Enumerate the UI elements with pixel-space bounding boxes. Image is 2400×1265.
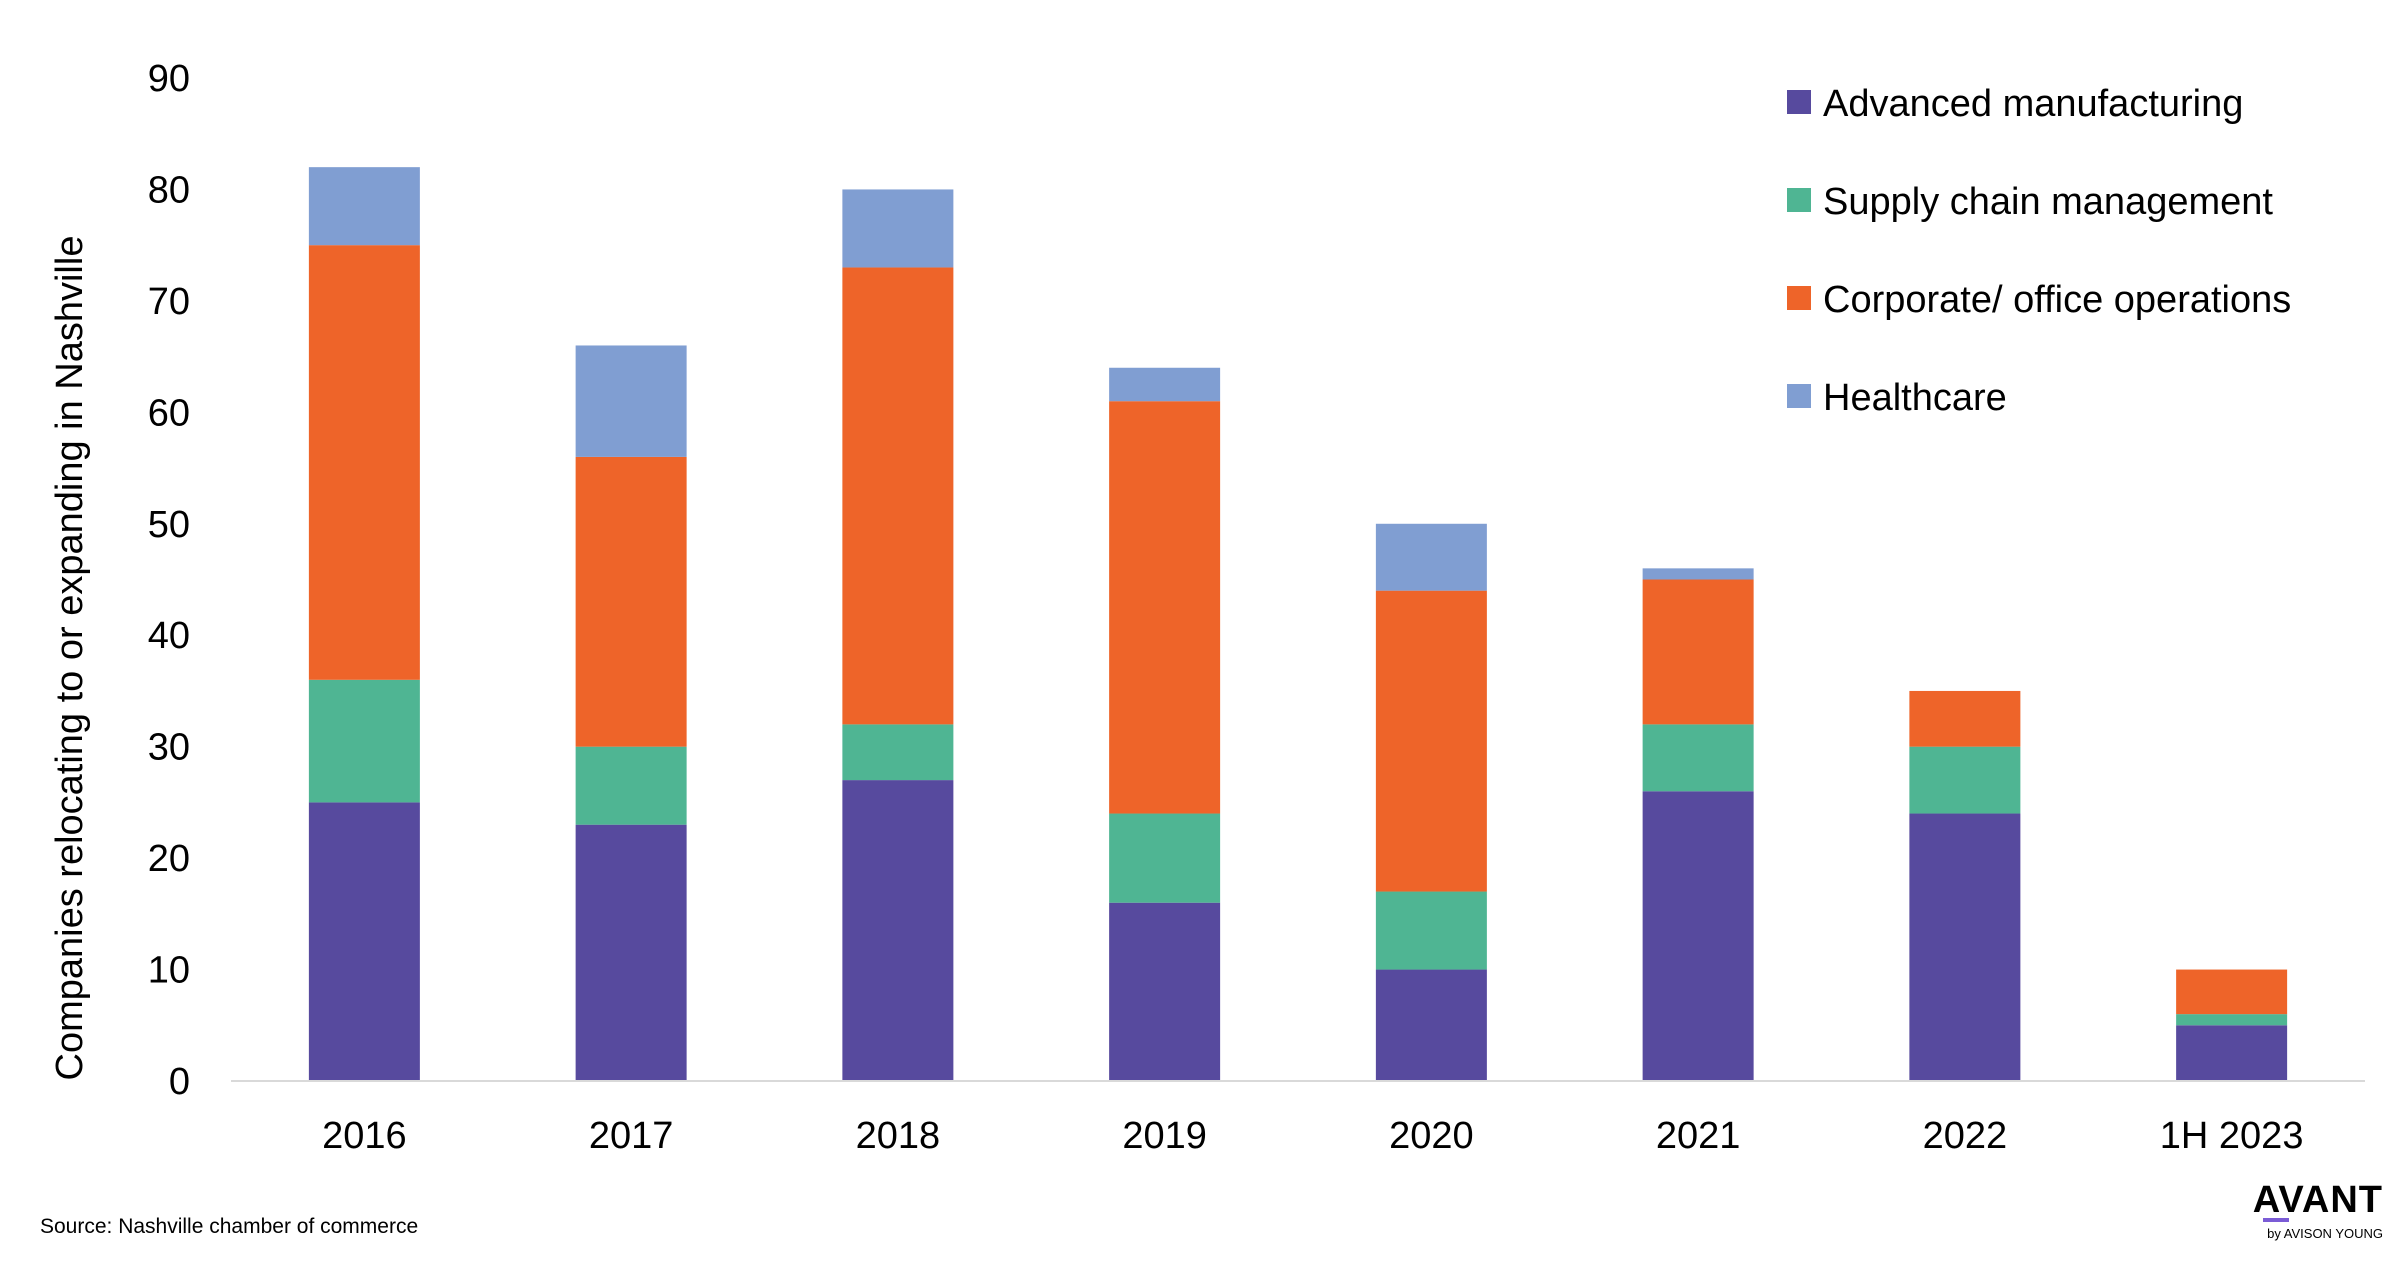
y-tick-label: 80 xyxy=(148,169,190,211)
plot-area xyxy=(308,167,2288,1081)
legend-swatch xyxy=(1787,188,1811,212)
x-tick-label: 2019 xyxy=(1122,1115,1207,1157)
bar-segment-advanced-manufacturing xyxy=(308,802,420,1081)
x-tick-label: 2020 xyxy=(1389,1115,1474,1157)
bar-segment-advanced-manufacturing xyxy=(842,780,954,1081)
y-axis-title: Companies relocating to or expanding in … xyxy=(49,236,91,1081)
bar-segment-corporate-office-operations xyxy=(842,267,954,725)
bar-segment-advanced-manufacturing xyxy=(1109,902,1221,1081)
legend-swatch xyxy=(1787,90,1811,114)
x-tick-label: 2018 xyxy=(856,1115,941,1157)
bar-segment-supply-chain-management xyxy=(1375,891,1487,970)
bar-segment-supply-chain-management xyxy=(575,746,687,825)
y-tick-label: 50 xyxy=(148,504,190,546)
legend-swatch xyxy=(1787,384,1811,408)
y-tick-label: 20 xyxy=(148,838,190,880)
bar-segment-healthcare xyxy=(1375,523,1487,591)
bar-segment-supply-chain-management xyxy=(1909,746,2021,814)
bar-segment-corporate-office-operations xyxy=(575,456,687,747)
logo-accent-bar xyxy=(2263,1218,2289,1222)
bar-segment-advanced-manufacturing xyxy=(1909,813,2021,1081)
y-axis: 0 10 20 30 40 50 60 70 80 90 xyxy=(148,58,190,1103)
logo-wordmark: AVANT xyxy=(2253,1179,2383,1221)
bar-segment-supply-chain-management xyxy=(308,679,420,803)
y-tick-label: 60 xyxy=(148,392,190,434)
bar-segment-healthcare xyxy=(308,167,420,246)
bar-segment-supply-chain-management xyxy=(2176,1014,2288,1026)
bar-segment-advanced-manufacturing xyxy=(2176,1025,2288,1081)
x-tick-label: 2017 xyxy=(589,1115,674,1157)
y-tick-label: 90 xyxy=(148,58,190,100)
x-tick-label: 2016 xyxy=(322,1115,407,1157)
bar-segment-advanced-manufacturing xyxy=(575,824,687,1081)
y-tick-label: 0 xyxy=(169,1061,190,1103)
bar-segment-corporate-office-operations xyxy=(1642,579,1754,725)
legend-label: Healthcare xyxy=(1823,377,2007,419)
x-axis: 2016 2017 2018 2019 2020 2021 2022 1H 2023 xyxy=(231,1080,2365,1157)
bar-segment-corporate-office-operations xyxy=(1109,401,1221,814)
bar-segment-corporate-office-operations xyxy=(2176,969,2288,1015)
bar-segment-healthcare xyxy=(1642,568,1754,580)
legend-label: Supply chain management xyxy=(1823,181,2273,223)
x-tick-label: 1H 2023 xyxy=(2160,1115,2304,1157)
bar-segment-advanced-manufacturing xyxy=(1642,791,1754,1081)
bar-segment-healthcare xyxy=(575,345,687,457)
legend-swatch xyxy=(1787,286,1811,310)
bar-segment-advanced-manufacturing xyxy=(1375,969,1487,1081)
y-tick-label: 30 xyxy=(148,727,190,769)
legend-label: Advanced manufacturing xyxy=(1823,83,2243,125)
bar-segment-supply-chain-management xyxy=(1642,724,1754,792)
bar-segment-supply-chain-management xyxy=(1109,813,1221,903)
bar-segment-healthcare xyxy=(842,189,954,268)
legend-label: Corporate/ office operations xyxy=(1823,279,2291,321)
x-tick-label: 2022 xyxy=(1923,1115,2008,1157)
bar-segment-healthcare xyxy=(1109,367,1221,402)
x-tick-label: 2021 xyxy=(1656,1115,1741,1157)
logo-tagline: by AVISON YOUNG xyxy=(2267,1226,2383,1241)
bar-segment-corporate-office-operations xyxy=(1909,690,2021,747)
bar-segment-supply-chain-management xyxy=(842,724,954,781)
legend: Advanced manufacturing Supply chain manag… xyxy=(1787,83,2291,419)
y-tick-label: 70 xyxy=(148,281,190,323)
bar-segment-corporate-office-operations xyxy=(1375,590,1487,892)
source-note: Source: Nashville chamber of commerce xyxy=(40,1215,418,1238)
bar-segment-corporate-office-operations xyxy=(308,245,420,680)
y-tick-label: 10 xyxy=(148,950,190,992)
avant-logo: AVANT by AVISON YOUNG xyxy=(2253,1179,2383,1241)
y-tick-label: 40 xyxy=(148,615,190,657)
